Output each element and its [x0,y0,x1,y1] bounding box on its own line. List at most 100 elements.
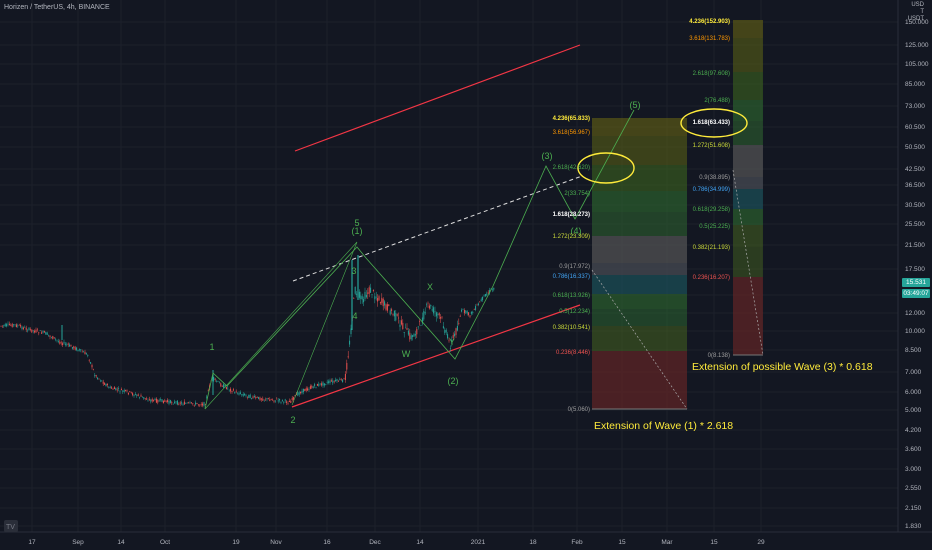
unit-line-2: T [920,9,924,15]
candle-body [17,325,19,327]
price-tick-label: 2.150 [905,505,922,512]
fib-right-level-label: 2.618(97.608) [693,71,730,77]
candle-body [321,383,323,386]
candle-body [452,335,454,339]
candle-body [18,324,20,326]
candle-body [358,291,360,298]
candle-body [339,379,341,381]
candle-body [153,399,155,401]
candle-body [20,325,22,327]
candle-body [353,298,355,299]
candle-body [188,402,190,404]
price-tick-label: 12.000 [905,310,925,317]
fib-left-level-label: 3.618(56.967) [553,130,590,136]
candle-body [342,379,344,383]
time-tick-label: Mar [661,539,673,546]
price-tick-label: 6.000 [905,389,922,396]
candle-body [318,383,320,387]
fib-extension-right[interactable] [732,20,764,356]
candle-body [178,404,180,405]
candle-body [448,340,450,342]
candle-body [1,325,3,327]
candle-body [447,334,449,339]
candle-body [130,391,132,393]
candle-body [456,325,458,331]
candle-body [413,334,415,337]
candle-body [21,326,23,330]
candle-body [449,348,451,349]
candle-body [28,327,30,330]
fib-extension-left[interactable] [591,118,688,410]
candle-body [214,378,216,380]
candle-body [241,394,243,395]
candle-body [179,402,181,404]
candle-body [183,401,185,405]
price-tick-label: 85.000 [905,81,925,88]
candle-body [119,391,121,393]
price-tick-label: 50.500 [905,144,925,151]
time-tick-label: Nov [270,539,282,546]
trend-dashed-line[interactable] [292,175,583,282]
candle-body [332,380,334,384]
candle-body [461,309,463,312]
candle-body [312,386,314,389]
candle-body [293,397,295,401]
candle-body [97,377,99,380]
channel-upper-line[interactable] [294,44,581,152]
candle-body [399,324,401,327]
candle-body [482,296,484,301]
elliott-wave-path[interactable] [204,109,635,410]
candle-body [479,301,481,303]
highlight-circle-right [680,108,748,138]
candle-body [181,402,183,404]
candle-body [444,330,446,334]
candle-body [288,400,290,402]
wave-1-path[interactable] [204,241,358,410]
candle-body [80,349,82,351]
candle-body [11,323,13,328]
candle-body [127,392,129,395]
candle-body [455,328,457,335]
candle-body [265,399,267,401]
price-tick-label: 42.500 [905,166,925,173]
price-tick-label: 73.000 [905,103,925,110]
candle-body [333,381,335,382]
candle-body [470,311,472,314]
candle-body [279,398,281,401]
price-axis[interactable]: 150.000 125.000 105.000 85.000 73.000 60.500 5… [905,19,929,530]
candle-body [174,401,176,404]
countdown-tag: 03:49:07 [902,289,930,298]
candle-body [146,398,148,400]
candle-body [92,369,94,371]
candle-body [66,344,68,346]
candle-body [381,297,383,303]
candle-body [148,398,150,400]
time-tick-label: Dec [369,539,381,546]
price-tick-label: 3.600 [905,446,922,453]
candle-body [190,402,192,403]
candle-body [38,332,40,334]
candle-body [269,399,271,402]
wave-labels: 1 2 3 4 5(1) W X Y (2) (3) (4) (5) [209,100,640,425]
candle-body [45,332,47,335]
candle-body [304,389,306,392]
price-tick-label: 5.000 [905,407,922,414]
candle-body [475,306,477,310]
time-axis[interactable]: 17 Sep 14 Oct 19 Nov 16 Dec 14 2021 18 Feb 15 Mar 15 29 [28,539,765,546]
candle-body [354,286,356,294]
candle-body [101,380,103,382]
candle-body [389,310,391,315]
candle-body [419,321,421,322]
candle-body [213,377,215,381]
candle-body [123,390,125,392]
candle-body [393,310,395,317]
candle-body [350,328,352,335]
candle-body [84,351,86,355]
candle-body [360,295,362,299]
candlestick-series [0,255,495,408]
svg-text:TV: TV [6,524,15,531]
candle-body [266,398,268,400]
channel-lower-line[interactable] [291,304,581,408]
candle-body [154,398,156,401]
